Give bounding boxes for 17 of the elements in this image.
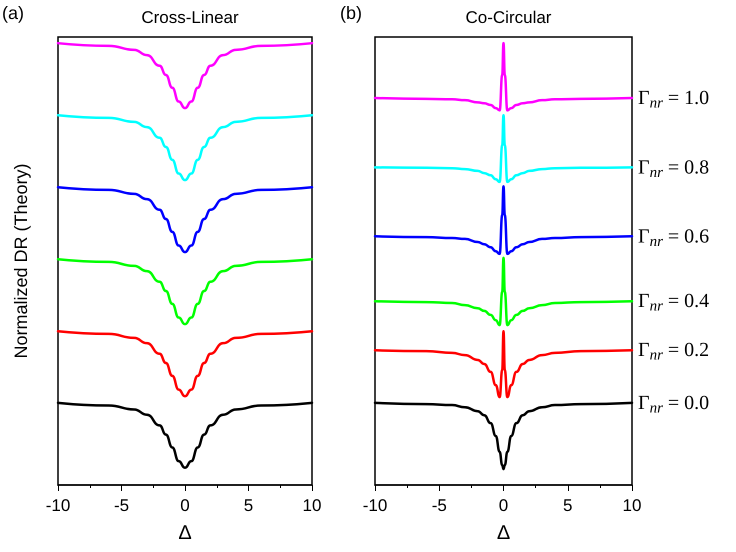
- x-tick-label: -10: [362, 496, 388, 515]
- x-tick-label: 10: [302, 496, 322, 515]
- x-tick-label: 0: [498, 496, 508, 515]
- x-tick-label: -5: [114, 496, 130, 515]
- text: (b): [340, 3, 362, 23]
- x-tick-label: 0: [180, 496, 190, 515]
- x-axis-title: Δ: [496, 522, 510, 544]
- chart-title: Co-Circular: [466, 8, 552, 27]
- y-axis-title: Normalized DR (Theory): [11, 163, 31, 359]
- x-tick-label: -10: [46, 496, 70, 515]
- x-tick-label: 5: [563, 496, 572, 515]
- x-axis-title: Δ: [178, 522, 192, 544]
- text: (a): [2, 3, 24, 23]
- x-tick-label: 10: [622, 496, 642, 515]
- chart-title: Cross-Linear: [141, 8, 239, 27]
- x-tick-label: 5: [244, 496, 254, 515]
- x-tick-label: -5: [432, 496, 447, 515]
